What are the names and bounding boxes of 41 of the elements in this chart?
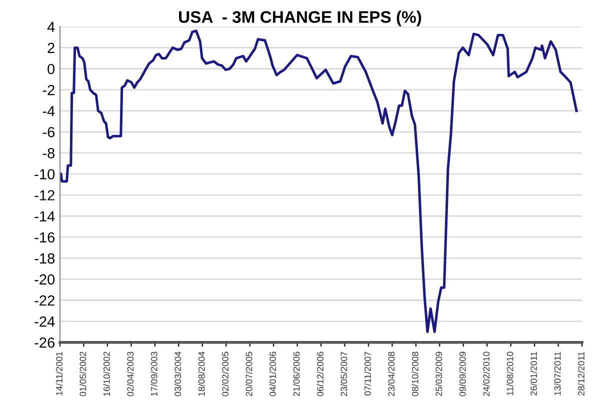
x-tick-label: 07/11/2007	[364, 352, 371, 396]
y-tick-label: -12	[34, 190, 54, 200]
x-tick-label: 16/10/2002	[103, 352, 110, 396]
x-tick-label: 04/01/2006	[269, 352, 276, 396]
y-tick-label: -24	[34, 316, 55, 327]
y-tick-label: -4	[42, 106, 55, 116]
x-tick-label: 28/12/2011	[578, 352, 584, 396]
x-tick-label: 02/04/2003	[126, 352, 134, 396]
x-tick-label: 18/08/2004	[198, 352, 205, 396]
y-tick-label: -26	[34, 337, 54, 348]
y-tick-label: -14	[34, 211, 55, 222]
y-tick-label: -10	[34, 169, 55, 180]
y-tick-label: -18	[34, 253, 55, 264]
x-tick-label: 23/05/2007	[340, 352, 348, 396]
x-tick-label: 08/10/2008	[412, 352, 418, 396]
x-tick-label: 02/02/2005	[222, 352, 229, 396]
y-tick-label: -16	[34, 232, 54, 243]
x-tick-label: 17/09/2003	[150, 352, 158, 396]
x-tick-label: 21/06/2006	[293, 352, 300, 396]
chart-title: USA - 3M CHANGE IN EPS (%)	[179, 10, 422, 26]
y-tick-label: -22	[34, 295, 54, 306]
x-tick-label: 24/02/2010	[482, 352, 490, 396]
x-tick-label: 13/07/2011	[554, 352, 561, 396]
x-tick-label: 14/11/2001	[56, 352, 62, 396]
y-tick-label: -2	[42, 84, 54, 96]
x-tick-label: 11/08/2010	[506, 352, 514, 396]
y-tick-label: 0	[48, 64, 55, 74]
y-tick-label: -20	[34, 274, 55, 285]
x-tick-label: 20/07/2005	[246, 352, 252, 396]
x-tick-label: 26/01/2011	[530, 352, 537, 396]
y-tick-label: 4	[47, 22, 55, 32]
x-tick-label: 23/04/2008	[388, 352, 395, 396]
line-series	[60, 30, 578, 334]
x-tick-label: 09/09/2009	[459, 352, 466, 396]
y-tick-label: -8	[42, 148, 55, 158]
x-tick-label: 25/03/2009	[435, 352, 442, 396]
x-tick-label: 03/03/2004	[174, 352, 182, 396]
x-tick-label: 01/05/2002	[80, 352, 86, 396]
y-tick-label: -6	[42, 126, 54, 138]
y-tick-label: 2	[48, 42, 54, 53]
x-tick-label: 06/12/2006	[316, 352, 324, 396]
